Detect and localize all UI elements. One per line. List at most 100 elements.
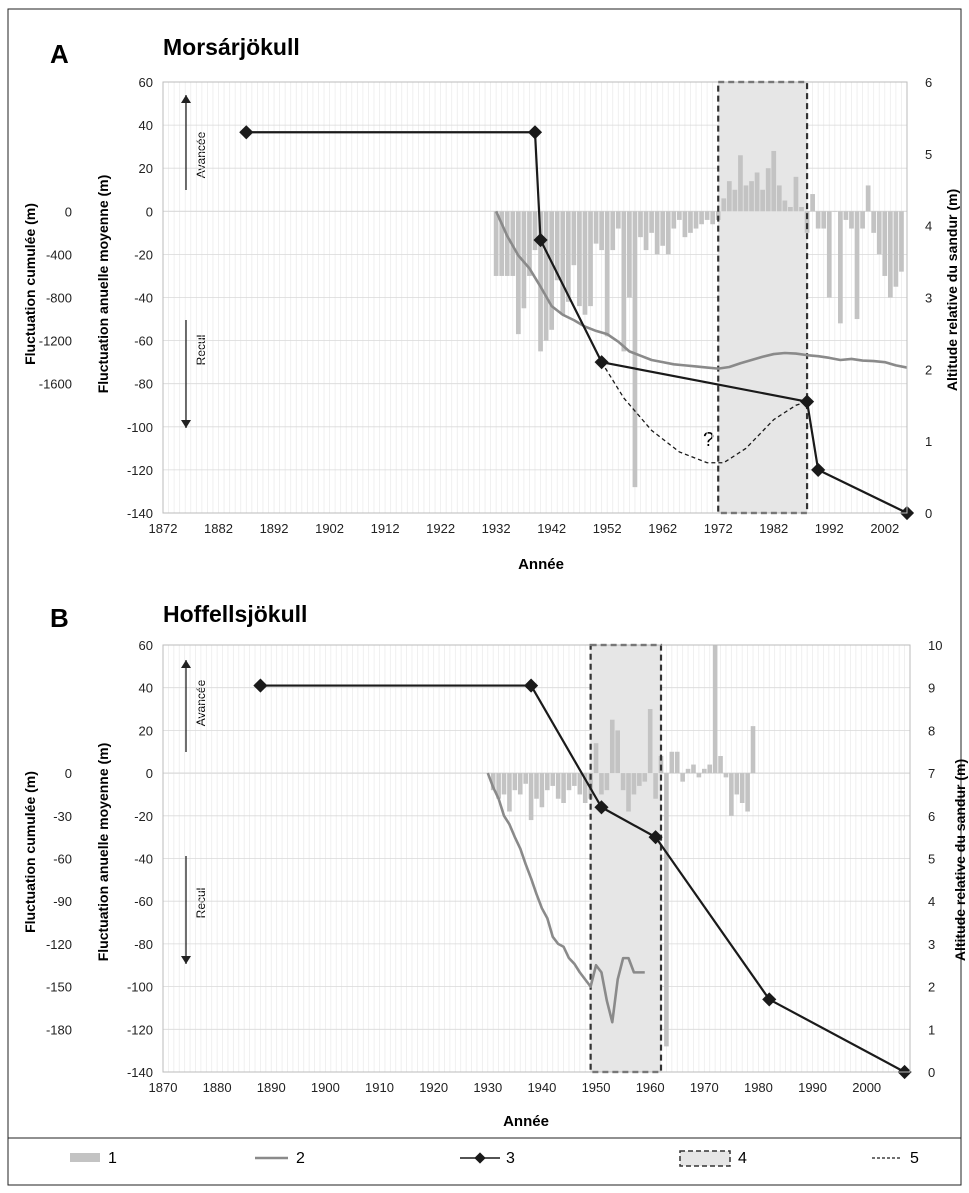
panel-b-annual-bar [707, 764, 713, 774]
panel-a-annual-bar [876, 211, 882, 255]
panel-a-annual-bar [643, 211, 649, 251]
panel-a-annual-bar [560, 211, 566, 315]
panel-b-y-tick-label: -140 [127, 1065, 153, 1080]
panel-a-right-tick-label: 6 [925, 75, 932, 90]
panel-a-title: Morsárjökull [163, 34, 300, 60]
panel-a-annual-bar [810, 194, 815, 212]
panel-b-right-tick-label: 6 [928, 809, 935, 824]
panel-a-y-tick-label: 40 [139, 118, 153, 133]
panel-a-right-tick-label: 0 [925, 506, 932, 521]
panel-a-y-tick-label: 20 [139, 161, 153, 176]
panel-a-annual-bar [588, 211, 593, 307]
panel-b-letter: B [50, 603, 69, 633]
panel-b-x-tick-label: 1870 [149, 1080, 178, 1095]
panel-a-annual-bar [771, 150, 777, 212]
panel-a-annual-bar [782, 200, 788, 212]
panel-a-y-tick-label: -40 [134, 291, 153, 306]
panel-a-annual-bar [860, 211, 865, 229]
panel-b-x-tick-label: 1930 [473, 1080, 502, 1095]
panel-a-annual-bar [582, 211, 588, 315]
panel-a-annual-bar [699, 211, 704, 225]
panel-b-y-tick-label: -40 [134, 852, 153, 867]
panel-a-annual-bar [688, 211, 693, 233]
panel-b-right-tick-label: 5 [928, 852, 935, 867]
panel-b-annual-bar [680, 773, 685, 782]
panel-b-annual-bar [626, 773, 631, 812]
panel-a-retreat-arrowhead [181, 420, 191, 428]
panel-b-plot: 1870 1880 1890 1900 1910 1920 1930 1940 1950 1960… [46, 638, 943, 1095]
panel-b-annual-bar [572, 773, 577, 786]
panel-a-right-tick-label: 1 [925, 434, 932, 449]
panel-b-x-tick-label: 1910 [365, 1080, 394, 1095]
panel-b-ylabel-inner: Fluctuation anuelle moyenne (m) [95, 743, 111, 962]
panel-a-annual-bar [832, 211, 838, 212]
panel-a-question-mark: ? [703, 429, 714, 451]
panel-b-right-tick-label: 7 [928, 766, 935, 781]
panel-b-annual-bar [647, 709, 653, 774]
panel-a-right-tick-label: 2 [925, 362, 932, 377]
panel-a-annual-bar [738, 155, 743, 212]
panel-a-annual-bar [721, 198, 727, 212]
panel-b-annual-bar [512, 773, 518, 791]
panel-a-annual-bar [793, 176, 799, 212]
panel-b-annual-bar [545, 773, 550, 791]
panel-b-y-tick-label: 0 [146, 766, 153, 781]
panel-b-right-tick-label: 8 [928, 723, 935, 738]
panel-a-altitude-marker [594, 355, 609, 370]
panel-a-x-tick-label: 1892 [260, 521, 289, 536]
panel-b-altitude-marker [594, 800, 609, 815]
panel-a-y-tick-label: 60 [139, 75, 153, 90]
panel-a-annual-bar [493, 211, 499, 276]
panel-a-altitude-marker [811, 462, 826, 477]
panel-a-y-tick-label: -140 [127, 506, 153, 521]
panel-b-cumulative-tick-label: -60 [53, 852, 72, 867]
panel-a-annual-bar [604, 211, 610, 337]
panel-a-annual-bar [532, 211, 538, 251]
panel-a-annual-bar [821, 211, 827, 229]
panel-b-annual-bar [534, 773, 539, 799]
panel-b-cumulative-tick-label: -180 [46, 1022, 72, 1037]
panel-b-annual-bar [501, 773, 507, 795]
panel-a-right-tick-label: 5 [925, 147, 932, 162]
panel-a-altitude-marker [533, 232, 548, 248]
panel-a-plot: 1872 1882 1892 1902 1912 1922 1932 1942 1952 1962… [39, 75, 932, 536]
panel-a-ylabel-inner: Fluctuation anuelle moyenne (m) [95, 175, 111, 394]
panel-a-annual-bar [854, 211, 860, 320]
panel-a-right-tick-label: 3 [925, 291, 932, 306]
panel-b-annual-bar [555, 773, 561, 799]
panel-b-x-tick-label: 1880 [203, 1080, 232, 1095]
panel-a-y-tick-label: -120 [127, 463, 153, 478]
panel-a-altitude-marker [799, 394, 815, 409]
panel-b-annual-bar [496, 773, 501, 799]
panel-b-cumulative-line [486, 772, 645, 1024]
panel-b-annual-bar [712, 645, 718, 774]
panel-b-x-tick-label: 1890 [257, 1080, 286, 1095]
panel-b-ylabel-right: Altitude relative du sandur (m) [952, 759, 968, 961]
panel-a-x-tick-label: 1982 [759, 521, 788, 536]
panel-a-annual-bar [649, 211, 654, 233]
panel-b-y-tick-label: -80 [134, 937, 153, 952]
panel-a-annual-bar [826, 211, 832, 298]
panel-a-annual-bar [754, 172, 760, 212]
panel-b-annual-bar [631, 773, 637, 795]
panel-a-annual-bar [610, 211, 616, 251]
panel-a-right-tick-label: 4 [925, 219, 932, 234]
legend-shaded-label: 4 [738, 1150, 747, 1167]
panel-b-annual-bar [718, 756, 723, 774]
panel-b-right-tick-label: 9 [928, 681, 935, 696]
panel-a-y-tick-label: -80 [134, 377, 153, 392]
panel-a-annual-bar [543, 211, 549, 341]
panel-a-shaded-period [718, 82, 808, 513]
panel-a-x-tick-label: 1972 [704, 521, 733, 536]
panel-a-x-tick-label: 1912 [371, 521, 400, 536]
panel-a-annual-bar [676, 211, 682, 220]
panel-b-annual-bar [615, 730, 620, 774]
panel-a-annual-bar [627, 211, 632, 298]
panel-b-annual-bar [734, 773, 740, 795]
panel-a-annual-bar [538, 211, 543, 352]
panel-a-annual-bar [654, 211, 660, 255]
panel-b-annual-bar [696, 773, 702, 778]
panel-b-ylabel-outer: Fluctuation cumulée (m) [22, 771, 38, 933]
panel-b-annual-bar [539, 773, 545, 808]
panel-b-altitude-line [260, 684, 906, 1073]
